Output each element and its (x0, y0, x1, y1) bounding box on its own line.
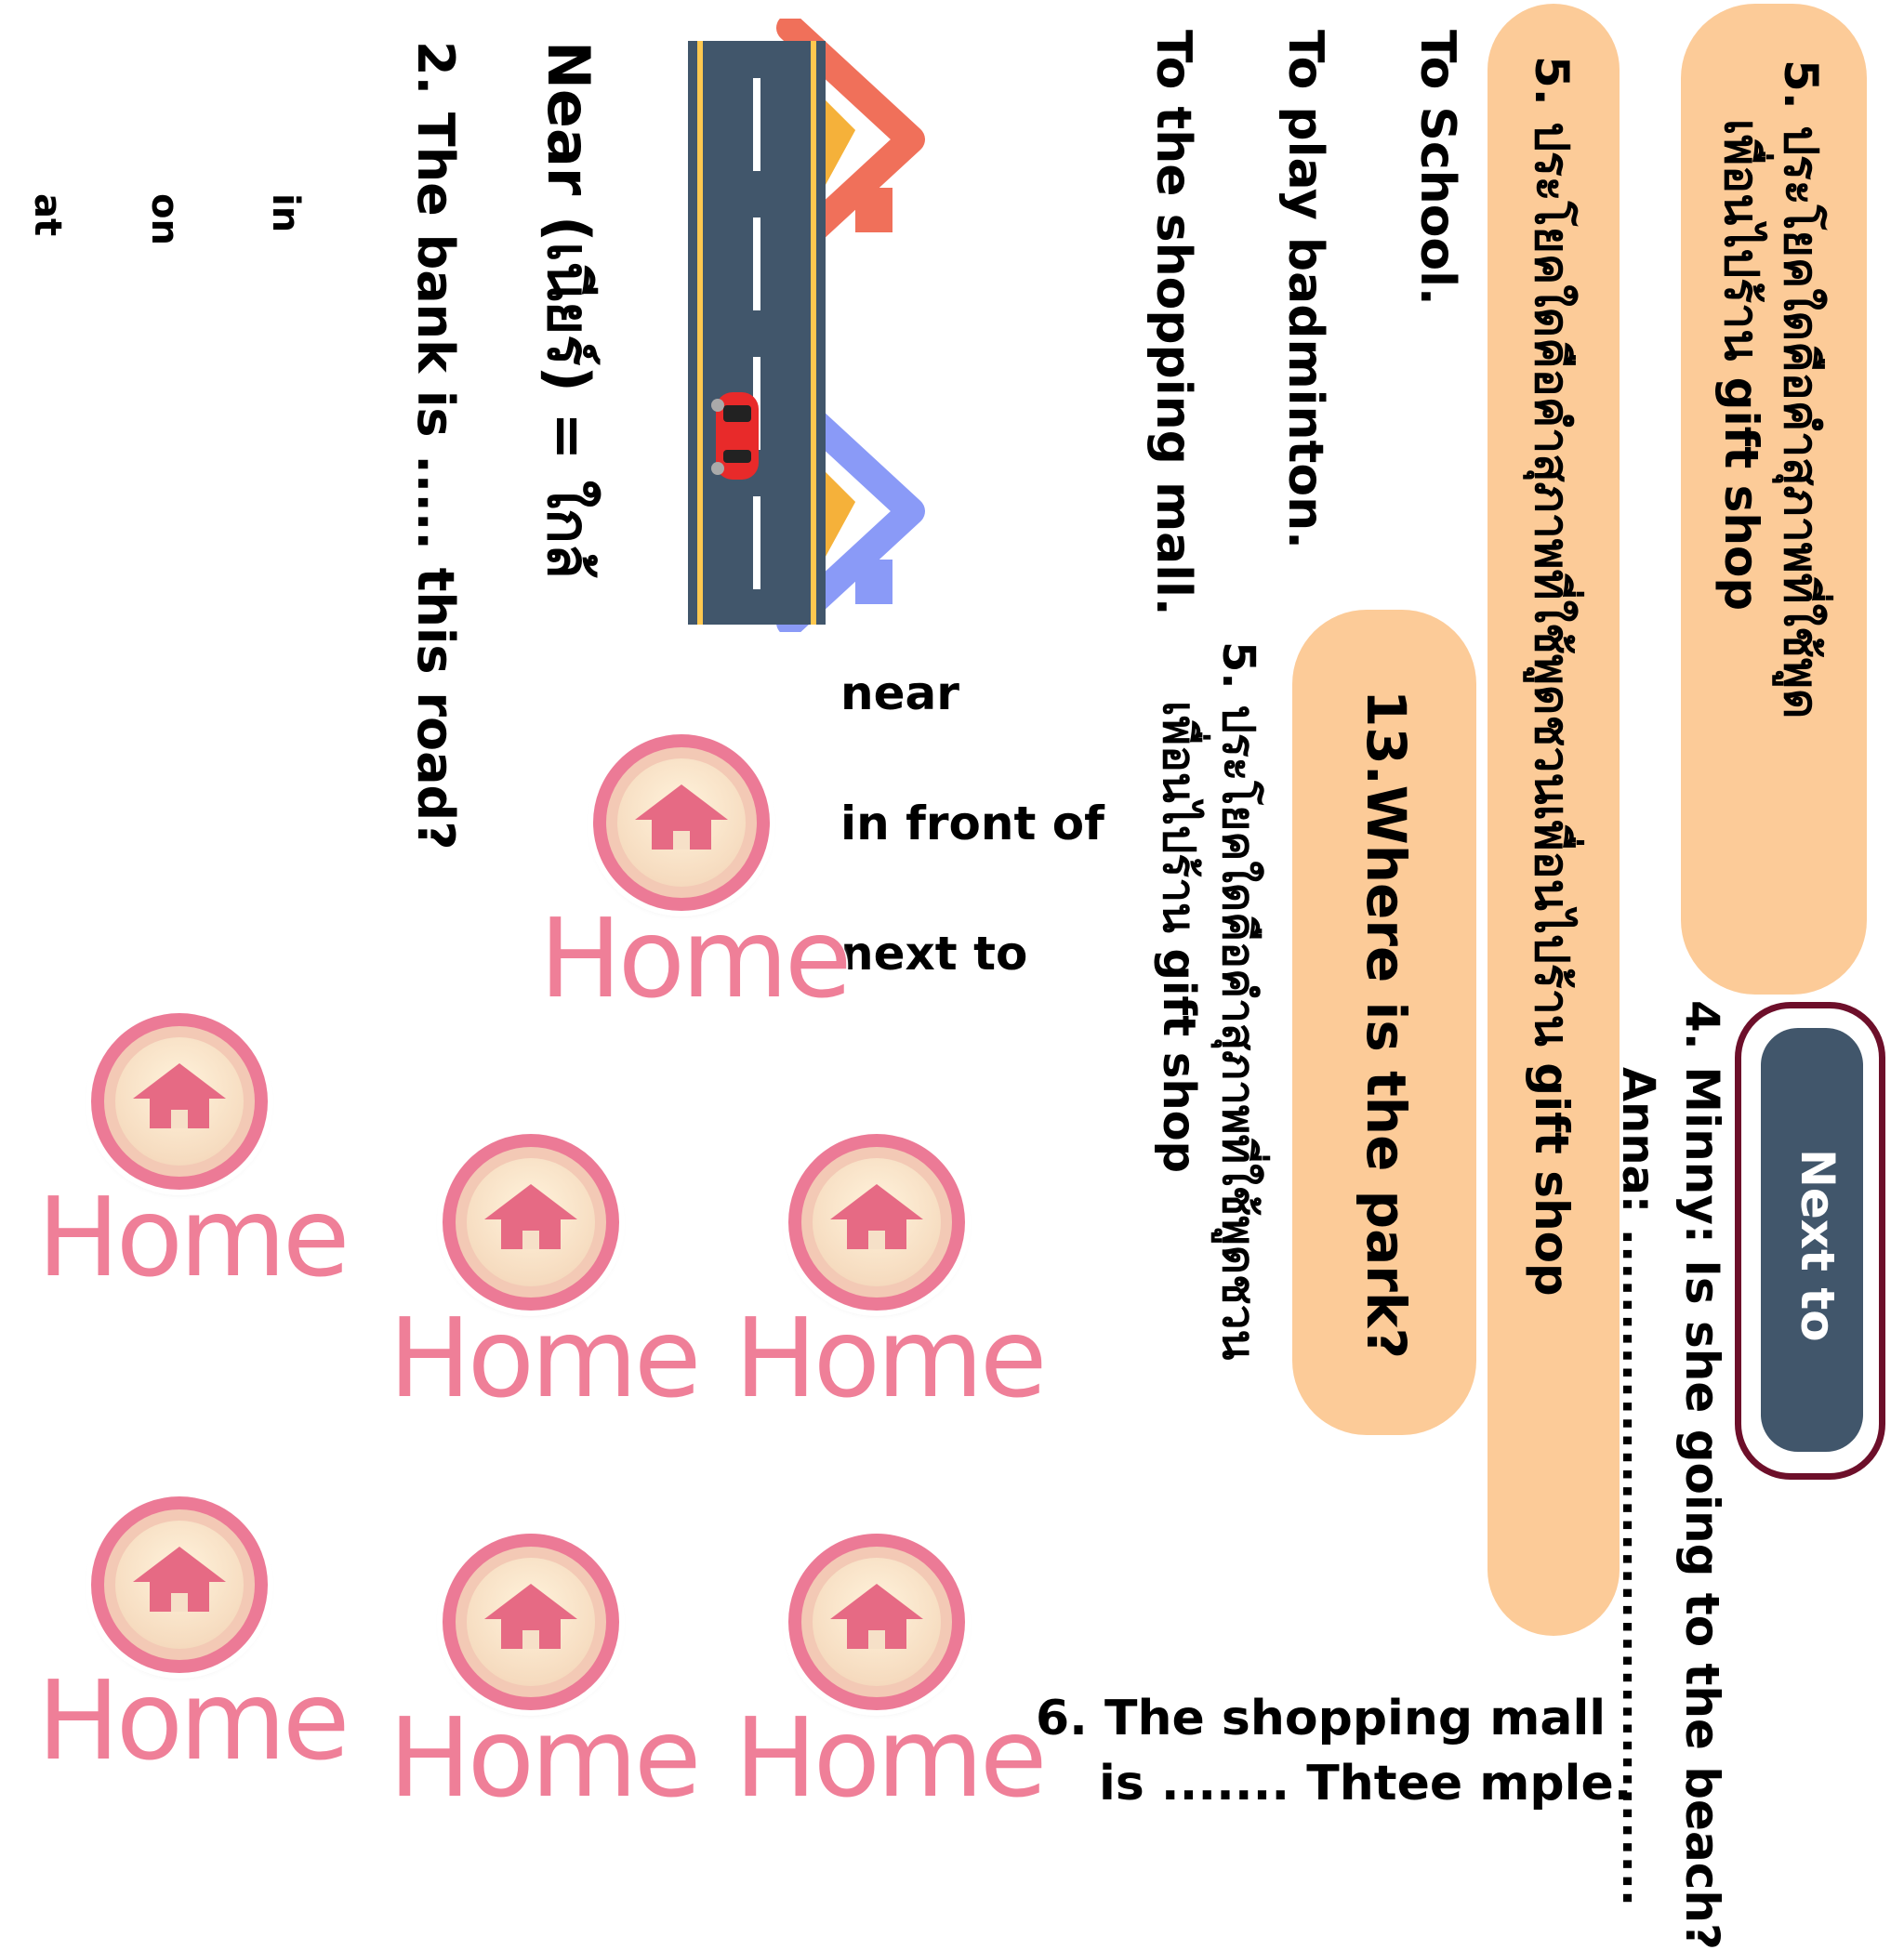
question-6-line1: 6. The shopping mall (1036, 1691, 1606, 1746)
question-card-2-line1: 5. ประโยคใดคือคำสุภาพที่ใช้พูดชวนเพื่อนไ… (1525, 56, 1579, 1297)
home-label: Home (734, 1693, 1047, 1822)
question-5b-line2: เพื่อนไปร้าน gift shop (1153, 701, 1205, 1173)
answer-option-2[interactable]: To play badminton. (1277, 30, 1333, 549)
question-4-line1: 4. Minny: Is she going to the beach? (1675, 1000, 1729, 1950)
option-at[interactable]: at (26, 193, 69, 237)
question-card-1-line2: เพื่อนไปร้าน gift shop (1714, 119, 1768, 612)
home-label: Home (539, 894, 852, 1022)
option-in[interactable]: in (264, 193, 307, 233)
home-badge[interactable]: Home (389, 1134, 701, 1441)
question-card-1 (1681, 4, 1867, 995)
home-label: Home (37, 1656, 350, 1785)
question-6-line2: is ....... Thtee mple. (1099, 1756, 1633, 1812)
home-badge[interactable]: Home (734, 1534, 1047, 1840)
home-badge[interactable]: Home (539, 734, 852, 1041)
next-to-button[interactable] (1761, 1028, 1863, 1452)
home-label: Home (37, 1173, 350, 1301)
home-badge[interactable]: Home (389, 1534, 701, 1840)
road-illustration (688, 41, 826, 625)
question-card-3 (1292, 610, 1476, 1435)
question-card-2 (1488, 4, 1620, 1636)
question-2: 2. The bank is ..... this road? (406, 41, 465, 850)
home-label: Home (389, 1693, 701, 1822)
near-definition: Near (เนียร์) = ใกล้ (535, 41, 602, 579)
option-near[interactable]: near (840, 666, 959, 720)
home-badge[interactable]: Home (37, 1496, 350, 1803)
option-in-front-of[interactable]: in front of (840, 797, 1104, 850)
answer-option-3[interactable]: To the shopping mall. (1145, 30, 1201, 616)
option-next-to[interactable]: next to (840, 927, 1028, 981)
next-to-button-label: Next to (1791, 1149, 1844, 1342)
home-label: Home (734, 1294, 1047, 1422)
option-on[interactable]: on (143, 193, 186, 245)
home-badge[interactable]: Home (734, 1134, 1047, 1441)
home-badge[interactable]: Home (37, 1013, 350, 1320)
answer-option-1[interactable]: To School. (1409, 30, 1465, 306)
question-card-3-line1: 13.Where is the park? (1355, 690, 1418, 1360)
car-icon (711, 392, 759, 480)
question-card-1-line1: 5. ประโยคใดคือคำสุภาพที่ใช้พูด (1774, 59, 1828, 719)
home-label: Home (389, 1294, 701, 1422)
